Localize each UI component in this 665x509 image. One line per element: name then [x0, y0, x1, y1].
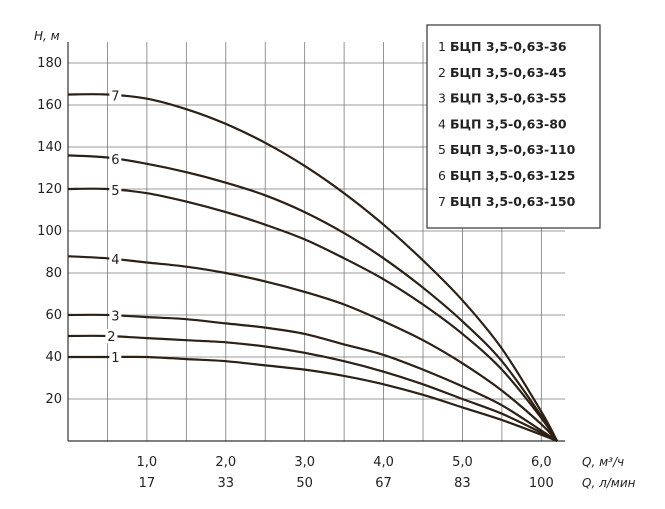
- curve-label-bg: [105, 329, 118, 344]
- x-axis-title-secondary: Q, л/мин: [582, 476, 636, 490]
- tick-labels: 204060801001201401601801,0172,0333,0504,…: [37, 56, 554, 491]
- curve-label-1: 1: [111, 351, 119, 366]
- y-tick-label: 120: [37, 182, 62, 197]
- curve-label-bg: [109, 182, 122, 197]
- y-axis-title: H, м: [34, 29, 60, 43]
- curve-4: [67, 255, 558, 442]
- legend-item-name: БЦП 3,5-0,63-110: [450, 142, 576, 157]
- legend-item: 2 БЦП 3,5-0,63-45: [438, 65, 567, 80]
- x-tick-label: 6,0: [531, 455, 552, 470]
- legend-item-number: 3: [438, 91, 450, 106]
- x-tick-label: 1,0: [137, 455, 158, 470]
- legend-item-number: 2: [438, 65, 450, 80]
- curve-3: [67, 313, 558, 442]
- legend-item-number: 4: [438, 116, 450, 131]
- curve-label-bg: [109, 88, 122, 103]
- curve-label-7: 7: [111, 89, 119, 104]
- x-tick-label: 4,0: [373, 455, 394, 470]
- legend-item-number: 7: [438, 194, 450, 209]
- y-tick-label: 180: [37, 56, 62, 71]
- legend-item: 5 БЦП 3,5-0,63-110: [438, 142, 576, 157]
- curve-label-4: 4: [111, 253, 119, 268]
- legend-item-name: БЦП 3,5-0,63-125: [450, 168, 575, 183]
- axes: [67, 42, 565, 442]
- legend-item-name: БЦП 3,5-0,63-80: [450, 116, 567, 131]
- curve-2: [67, 334, 558, 442]
- x-axis-title-primary: Q, м³/ч: [582, 455, 624, 469]
- curve-label-bg: [109, 350, 122, 364]
- y-tick-label: 80: [45, 266, 62, 281]
- legend-item: 3 БЦП 3,5-0,63-55: [438, 91, 567, 106]
- curve-6: [67, 154, 559, 442]
- curve-label-5: 5: [111, 184, 119, 199]
- curve-labels: 1 2 3 4 5 6 7: [105, 88, 122, 366]
- legend-item: 7 БЦП 3,5-0,63-150: [438, 194, 576, 209]
- legend-item-name: БЦП 3,5-0,63-150: [450, 194, 576, 209]
- legend-item-number: 5: [438, 142, 450, 157]
- curve-1: [68, 355, 558, 443]
- legend-item-number: 6: [438, 168, 450, 183]
- x-tick-label-secondary: 17: [139, 476, 156, 491]
- curve-label-bg: [109, 308, 122, 323]
- y-tick-label: 160: [37, 98, 62, 113]
- curve-label-6: 6: [111, 153, 119, 168]
- curve-label-2: 2: [107, 330, 115, 345]
- x-tick-label: 3,0: [294, 455, 315, 470]
- legend-items: 1 БЦП 3,5-0,63-362 БЦП 3,5-0,63-453 БЦП …: [438, 39, 576, 209]
- curve-label-bg: [109, 151, 122, 166]
- x-tick-label-secondary: 67: [375, 476, 392, 491]
- curve-5: [67, 187, 559, 442]
- x-tick-label: 5,0: [452, 455, 473, 470]
- legend-item-name: БЦП 3,5-0,63-45: [450, 65, 567, 80]
- x-tick-label-secondary: 50: [296, 476, 313, 491]
- legend-item: 6 БЦП 3,5-0,63-125: [438, 168, 575, 183]
- x-tick-label-secondary: 33: [218, 476, 235, 491]
- curves: [67, 93, 559, 443]
- curve-label-3: 3: [111, 309, 119, 324]
- legend-box: [426, 24, 601, 229]
- x-tick-label: 2,0: [215, 455, 236, 470]
- y-tick-label: 60: [45, 308, 62, 323]
- legend-item-name: БЦП 3,5-0,63-55: [450, 91, 567, 106]
- x-tick-label-secondary: 83: [454, 476, 471, 491]
- y-tick-label: 140: [37, 140, 62, 155]
- y-tick-label: 20: [45, 392, 62, 407]
- legend-item: 4 БЦП 3,5-0,63-80: [438, 116, 567, 131]
- legend-item: 1 БЦП 3,5-0,63-36: [438, 39, 567, 54]
- legend-item-name: БЦП 3,5-0,63-36: [450, 39, 567, 54]
- y-tick-label: 100: [37, 224, 62, 239]
- curve-7: [67, 93, 559, 442]
- curve-label-bg: [109, 252, 122, 267]
- legend: 1 БЦП 3,5-0,63-362 БЦП 3,5-0,63-453 БЦП …: [426, 24, 601, 229]
- x-tick-label-secondary: 100: [529, 476, 554, 491]
- legend-item-number: 1: [438, 39, 450, 54]
- y-tick-label: 40: [45, 350, 62, 365]
